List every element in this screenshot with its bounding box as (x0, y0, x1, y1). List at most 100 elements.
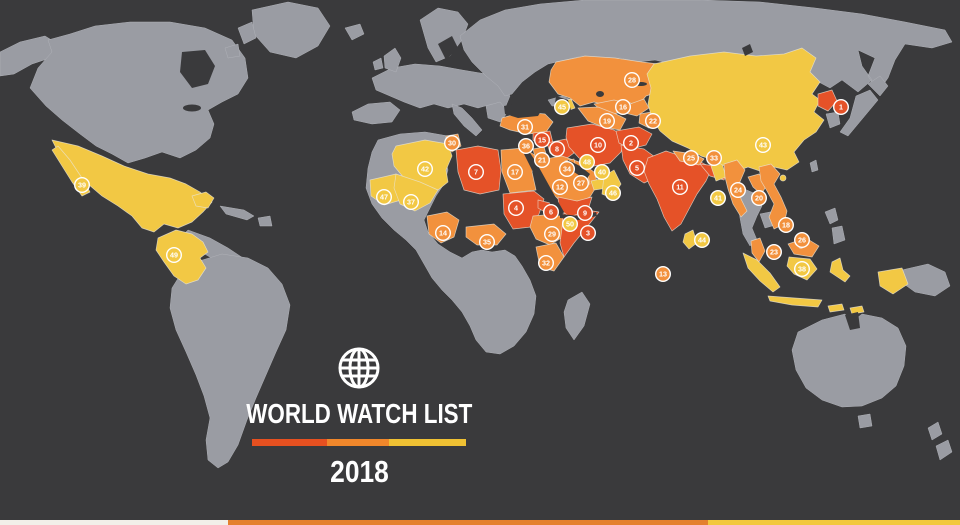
marker-circle (794, 261, 811, 278)
country-indonesia-papua (877, 267, 909, 295)
logo-title: WORLD WATCH LIST (245, 398, 473, 429)
marker-circle (645, 112, 662, 129)
map-marker-16-uzbekistan: 16 (615, 98, 632, 115)
landmass-japan (839, 89, 879, 137)
rank-markers-group: 1234567891011121314151617181920212223242… (73, 71, 850, 283)
marker-circle (605, 184, 622, 201)
marker-rank-number: 5 (635, 164, 639, 173)
marker-rank-number: 1 (839, 103, 843, 112)
map-marker-18-vietnam: 18 (778, 216, 795, 233)
marker-rank-number: 14 (439, 229, 447, 238)
marker-circle (629, 159, 646, 176)
gradient-bar-segment-1 (252, 439, 327, 446)
marker-circle (538, 254, 555, 271)
map-marker-45-azerbaijan: 45 (554, 98, 571, 115)
map-marker-9-yemen: 9 (577, 204, 594, 221)
country-malaysia-peninsula (750, 237, 766, 263)
marker-rank-number: 11 (676, 183, 684, 192)
marker-rank-number: 10 (594, 141, 602, 150)
country-kazakhstan (548, 55, 659, 107)
marker-rank-number: 43 (759, 141, 767, 150)
landmass-cuba (219, 205, 255, 221)
marker-rank-number: 21 (538, 156, 546, 165)
marker-circle (573, 174, 590, 191)
marker-circle (534, 131, 551, 148)
marker-rank-number: 27 (577, 179, 585, 188)
map-marker-29-ethiopia: 29 (544, 225, 561, 242)
marker-circle (683, 149, 700, 166)
landmass-hokkaido (867, 75, 889, 97)
map-marker-28-kazakhstan: 28 (624, 71, 641, 88)
map-marker-26-brunei: 26 (794, 231, 811, 248)
marker-circle (730, 181, 747, 198)
marker-rank-number: 49 (170, 251, 178, 260)
marker-rank-number: 47 (380, 193, 388, 202)
landmass-britain (383, 47, 402, 73)
country-mexico-yucatan (191, 191, 215, 209)
landmass-hispaniola (257, 215, 273, 227)
bottom-strip-segment-3 (707, 520, 960, 525)
map-marker-24-myanmar: 24 (730, 181, 747, 198)
landmass-new-zealand-north (927, 421, 943, 441)
country-indonesia-lesser-sunda-2 (849, 305, 865, 315)
black-sea (504, 102, 544, 118)
marker-rank-number: 41 (714, 194, 722, 203)
marker-rank-number: 26 (798, 236, 806, 245)
marker-circle (778, 216, 795, 233)
marker-rank-number: 46 (609, 189, 617, 198)
baltic-sea (438, 36, 458, 60)
marker-rank-number: 23 (770, 248, 778, 257)
marker-circle (508, 199, 525, 216)
marker-rank-number: 29 (548, 230, 556, 239)
marker-circle (435, 224, 452, 241)
map-marker-20-laos: 20 (751, 189, 768, 206)
marker-rank-number: 7 (474, 168, 478, 177)
marker-circle (479, 233, 496, 250)
bottom-strip-segment-1 (0, 520, 229, 525)
marker-circle (594, 163, 611, 180)
water-overlays-group (180, 36, 860, 330)
marker-rank-number: 6 (549, 208, 553, 217)
marker-rank-number: 40 (598, 168, 606, 177)
country-indonesia-sumatra (742, 252, 781, 293)
marker-circle (766, 243, 783, 260)
marker-circle (599, 112, 616, 129)
map-marker-32-kenya: 32 (538, 254, 555, 271)
landmass-madagascar (563, 291, 591, 341)
marker-circle (655, 266, 672, 283)
map-marker-35-central-african-republic: 35 (479, 233, 496, 250)
landmass-south-america (169, 253, 291, 469)
country-indonesia-java (767, 295, 823, 308)
landmass-south-korea (825, 111, 841, 129)
marker-rank-number: 48 (583, 158, 591, 167)
marker-rank-number: 33 (710, 154, 718, 163)
marker-rank-number: 30 (448, 139, 456, 148)
ranked-countries-group (51, 47, 909, 315)
marker-circle (552, 178, 569, 195)
marker-rank-number: 2 (629, 139, 633, 148)
marker-circle (518, 137, 535, 154)
marker-rank-number: 19 (603, 117, 611, 126)
marker-circle (755, 136, 772, 153)
landmass-balkans (485, 101, 509, 123)
marker-circle (833, 98, 850, 115)
marker-rank-number: 38 (798, 265, 806, 274)
map-marker-43-china: 43 (755, 136, 772, 153)
map-marker-30-tunisia: 30 (444, 134, 461, 151)
marker-rank-number: 17 (511, 168, 519, 177)
marker-rank-number: 12 (556, 183, 564, 192)
aral-sea (596, 91, 604, 97)
map-marker-15-syria: 15 (534, 131, 551, 148)
marker-rank-number: 9 (583, 209, 587, 218)
landmass-taiwan (809, 159, 819, 173)
landmass-ireland (372, 57, 384, 71)
landmass-arctic-island (224, 43, 241, 59)
marker-rank-number: 15 (538, 136, 546, 145)
marker-rank-number: 8 (555, 145, 559, 154)
marker-rank-number: 22 (649, 117, 657, 126)
landmass-new-zealand-south (935, 439, 953, 461)
marker-rank-number: 50 (566, 220, 574, 229)
marker-rank-number: 4 (514, 204, 518, 213)
marker-circle (444, 134, 461, 151)
